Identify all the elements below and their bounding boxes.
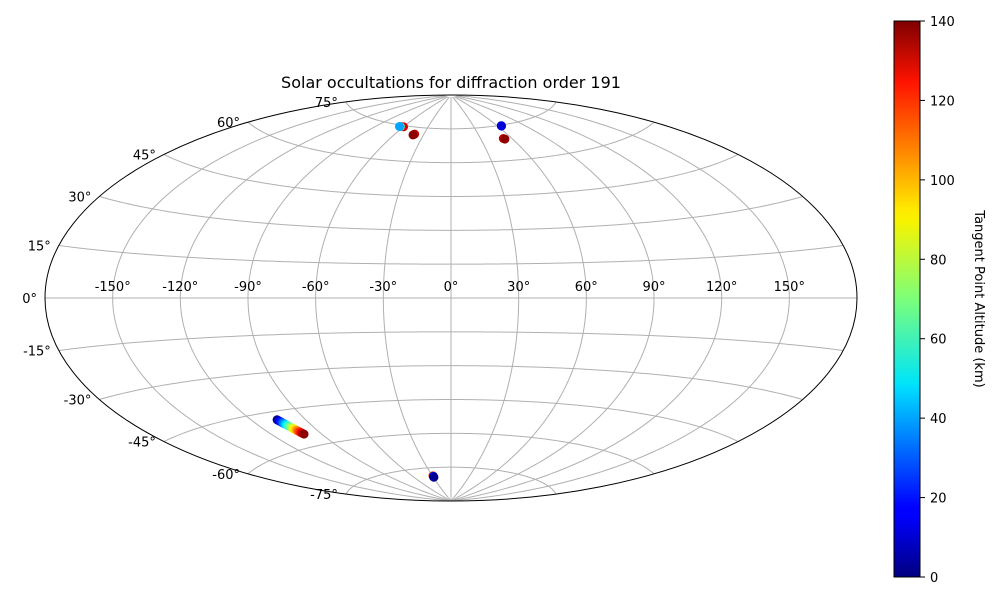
latitude-tick-label: 15° (28, 240, 51, 255)
parallel-line (58, 331, 844, 352)
graticule (45, 95, 857, 501)
data-point (299, 429, 309, 439)
latitude-tick-label: 30° (68, 191, 91, 206)
latitude-tick-label: 60° (217, 116, 240, 131)
colorbar-tick-label: 60 (930, 333, 947, 348)
longitude-tick-label: -60° (302, 280, 330, 295)
latitude-tick-label: -30° (64, 394, 92, 409)
latitude-tick-label: -60° (212, 468, 240, 483)
colorbar-tick-label: 120 (930, 94, 955, 109)
colorbar-tick-label: 0 (930, 571, 938, 586)
longitude-tick-label: 120° (706, 280, 737, 295)
colorbar-tick-label: 140 (930, 15, 955, 30)
map-boundary (44, 94, 858, 502)
data-point (497, 121, 506, 131)
colorbar-tick-label: 80 (930, 253, 947, 268)
parallel-line (247, 121, 655, 164)
data-points (272, 121, 510, 482)
longitude-tick-label: -120° (162, 280, 198, 295)
latitude-tick-label: -45° (128, 436, 156, 451)
meridian-line (382, 96, 452, 501)
colorbar (893, 20, 921, 578)
latitude-tick-label: 0° (22, 292, 37, 307)
longitude-tick-label: 90° (642, 280, 665, 295)
parallel-line (99, 196, 803, 231)
colorbar-tick-label: 40 (930, 412, 947, 427)
longitude-tick-label: -90° (234, 280, 262, 295)
longitude-tick-label: 30° (507, 280, 530, 295)
longitude-tick-label: 60° (575, 280, 598, 295)
latitude-tick-label: 45° (133, 149, 156, 164)
longitude-tick-label: -30° (369, 280, 397, 295)
parallel-line (163, 399, 739, 442)
data-point (408, 130, 418, 140)
colorbar-tick-label: 20 (930, 492, 947, 507)
latitude-tick-label: -15° (23, 345, 51, 360)
parallel-line (58, 244, 844, 265)
parallel-line (247, 432, 655, 475)
colorbar-ticks: 0 20 40 60 80 100 120 140 (920, 15, 955, 586)
longitude-tick-label: 150° (774, 280, 805, 295)
parallel-line (345, 101, 557, 130)
colorbar-label: Tangent Point Altitude (km) (971, 209, 986, 387)
data-point (429, 472, 439, 482)
chart-title: Solar occultations for diffraction order… (281, 73, 621, 92)
data-point (500, 134, 510, 144)
longitude-tick-labels: -150° -120° -90° -60° -30° 0° 30° 60° 90° 120° 150… (95, 280, 805, 295)
colorbar-tick-label: 100 (930, 174, 955, 189)
meridian-line (450, 96, 520, 501)
parallel-line (99, 365, 803, 400)
latitude-tick-label: -75° (310, 488, 338, 503)
data-point (395, 122, 404, 131)
longitude-tick-label: 0° (444, 280, 459, 295)
parallel-line (163, 154, 739, 197)
latitude-tick-label: 75° (315, 96, 338, 111)
longitude-tick-label: -150° (95, 280, 131, 295)
parallel-line (345, 466, 557, 495)
latitude-tick-labels: -75° -60° -45° -30° -15° 0° 15° 30° 45° 60° 75° (22, 96, 338, 503)
